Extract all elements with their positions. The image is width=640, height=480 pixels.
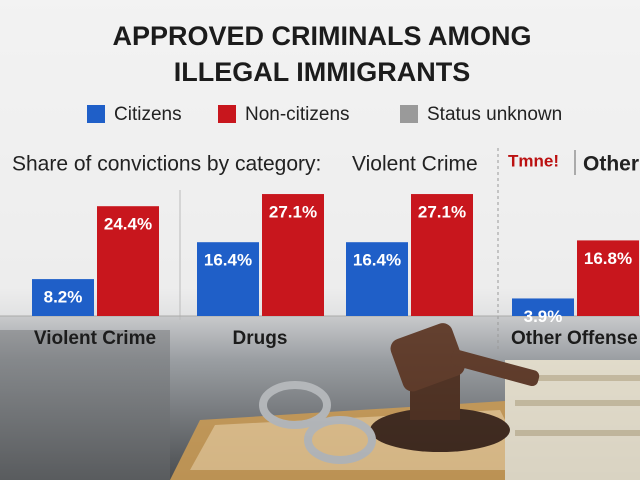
bar [512,298,574,316]
value-label: 24.4% [104,215,152,234]
bar [411,194,473,316]
x-tick-label: Other Offense [511,328,638,349]
legend-swatch [218,105,236,123]
bar [346,242,408,316]
legend-swatch [400,105,418,123]
legend-label: Non-citizens [245,104,350,125]
chart-title: APPROVED CRIMINALS AMONG ILLEGAL IMMIGRAN… [112,21,531,87]
bar [32,279,94,316]
legend-swatch [87,105,105,123]
bar [577,240,639,316]
value-label: 16.8% [584,249,632,268]
annotation: Other [583,153,639,176]
bar [197,242,259,316]
scene [0,323,640,480]
value-label: 16.4% [353,251,401,270]
value-label: 3.9% [524,307,563,326]
legend-label: Status unknown [427,104,562,125]
value-label: 27.1% [418,203,466,222]
x-tick-label: Drugs [233,328,288,349]
legend-label: Citizens [114,104,182,125]
value-label: 8.2% [44,288,83,307]
annotation: Tmne! [508,151,559,170]
bar [262,194,324,316]
x-tick-label: Violent Crime [34,328,156,349]
subtitle: Share of convictions by category: [12,153,321,176]
bar [97,206,159,316]
value-label: 27.1% [269,203,317,222]
value-label: 16.4% [204,251,252,270]
annotation: Violent Crime [352,153,478,176]
